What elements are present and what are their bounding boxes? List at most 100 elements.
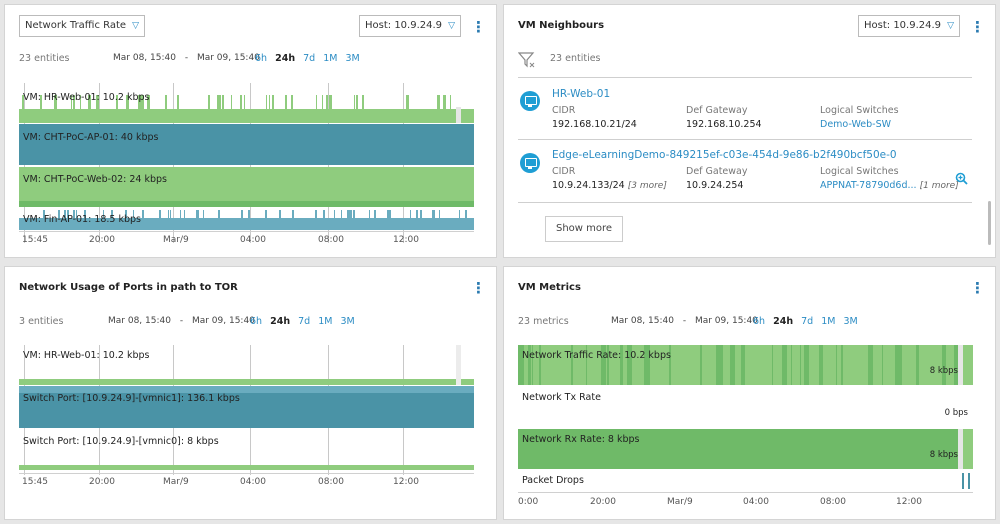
neighbour-name[interactable]: Edge-eLearningDemo-849215ef-c03e-454d-9e… [552,149,897,161]
series-value: 8 kbps [929,450,958,460]
series-row-hr-web-01[interactable]: VM: HR-Web-01: 10.2 kbps [19,345,474,385]
more-options-icon[interactable]: ⋮ [471,279,486,297]
logical-switch-link[interactable]: APPNAT-78790d6d... [820,180,917,191]
metric-row-tx-rate[interactable]: Network Tx Rate 0 bps [518,387,973,427]
series-row-cht-poc-web-02[interactable]: VM: CHT-PoC-Web-02: 24 kbps [19,167,474,207]
activity-spike [269,95,270,109]
activity-spike [142,210,144,218]
range-6h[interactable]: 6h [255,53,268,64]
range-24h[interactable]: 24h [773,316,794,327]
range-3m[interactable]: 3M [345,53,360,64]
activity-spike [180,210,181,218]
divider [518,139,972,140]
show-more-button[interactable]: Show more [545,216,624,242]
series-row-cht-poc-ap-01[interactable]: VM: CHT-PoC-AP-01: 40 kbps [19,124,474,165]
time-range: Mar 08, 15:40 - Mar 09, 15:40 [108,316,255,326]
series-row-fin-ap-01[interactable]: VM: Fin-AP-01: 18.5 kbps [19,208,474,230]
activity-spike [248,210,250,218]
activity-spike [272,95,274,109]
activity-spike [716,345,721,385]
activity-spike [241,210,243,218]
range-end: Mar 09, 15:40 [694,316,758,326]
host-dropdown-label: Host: 10.9.24.9 [365,20,443,31]
activity-spike [159,210,161,218]
range-7d[interactable]: 7d [298,316,311,327]
more-options-icon[interactable]: ⋮ [471,18,486,36]
time-range: Mar 08, 15:40 - Mar 09, 15:40 [113,53,260,63]
activity-spike [420,210,422,218]
series-row-vmnic0[interactable]: Switch Port: [10.9.24.9]-[vmnic0]: 8 kbp… [19,429,474,471]
host-dropdown[interactable]: Host: 10.9.24.9 ▽ [858,15,961,37]
zoom-in-icon[interactable] [955,172,968,185]
panel-title: VM Neighbours [518,20,605,31]
activity-spike [841,345,843,385]
logical-switches-header: Logical Switches [820,105,899,116]
activity-spike [406,95,409,109]
neighbour-name[interactable]: HR-Web-01 [552,88,611,100]
series-gap [958,429,963,469]
series-row-hr-web-01[interactable]: VM: HR-Web-01: 10.2 kbps [19,85,474,123]
activity-spike [231,95,232,109]
logical-switch-link[interactable]: Demo-Web-SW [820,119,892,130]
panel-title: VM Metrics [518,282,581,293]
range-24h[interactable]: 24h [275,53,296,64]
metric-row-traffic-rate[interactable]: Network Traffic Rate: 10.2 kbps 8 kbps [518,345,973,385]
activity-spike [54,95,57,109]
metric-dropdown[interactable]: Network Traffic Rate ▽ [19,15,146,37]
vm-neighbours-panel: VM Neighbours Host: 10.9.24.9 ▽ ⋮ 23 ent… [503,4,996,258]
series-value: 8 kbps [929,366,958,376]
port-usage-panel: Network Usage of Ports in path to TOR ⋮ … [4,266,497,520]
activity-spike [730,345,735,385]
logical-switch-value: APPNAT-78790d6d... [1 more] [820,180,959,191]
range-6h[interactable]: 6h [753,316,766,327]
activity-spike [819,345,823,385]
activity-spike [644,345,645,385]
range-6h[interactable]: 6h [250,316,263,327]
cidr-header: CIDR [552,166,576,177]
range-1m[interactable]: 1M [323,53,338,64]
range-1m[interactable]: 1M [318,316,333,327]
range-7d[interactable]: 7d [801,316,814,327]
scrollbar[interactable] [988,201,991,245]
activity-spike [80,95,81,109]
activity-spike [147,95,150,109]
activity-spike [627,345,632,385]
metric-row-packet-drops[interactable]: Packet Drops [518,471,973,491]
more-options-icon[interactable]: ⋮ [970,279,985,297]
activity-spike [126,210,127,218]
series-row-vmnic1[interactable]: Switch Port: [10.9.24.9]-[vmnic1]: 136.1… [19,386,474,428]
activity-spike [138,95,139,109]
range-1m[interactable]: 1M [821,316,836,327]
activity-spike [895,345,900,385]
ls-more[interactable]: [1 more] [919,181,959,191]
neighbour-item: HR-Web-01 CIDR 192.168.10.21/24 Def Gate… [518,85,990,137]
range-7d[interactable]: 7d [303,53,316,64]
cidr-more[interactable]: [3 more] [627,181,667,191]
x-tick-label: Mar/9 [163,235,189,245]
range-24h[interactable]: 24h [270,316,291,327]
activity-spike [439,210,440,218]
x-tick-label: 15:45 [22,235,48,245]
metric-row-rx-rate[interactable]: Network Rx Rate: 8 kbps 8 kbps [518,429,973,469]
activity-spike [369,210,370,218]
range-3m[interactable]: 3M [340,316,355,327]
activity-spike [362,95,364,109]
x-tick-label: 04:00 [240,477,266,487]
series-label: Network Tx Rate [522,392,601,403]
series-label: Network Traffic Rate: 10.2 kbps [522,350,671,361]
activity-spike [240,95,242,109]
cidr-value: 10.9.24.133/24 [3 more] [552,180,667,191]
activity-spike [316,210,317,218]
series-bar [19,218,474,230]
activity-spike [279,210,281,218]
x-tick-label: 15:45 [22,477,48,487]
activity-spike [323,210,325,218]
more-options-icon[interactable]: ⋮ [970,18,985,36]
activity-spike [222,95,224,109]
activity-spike [917,345,918,385]
activity-spike [520,345,524,385]
activity-spike [43,210,45,218]
host-dropdown[interactable]: Host: 10.9.24.9 ▽ [359,15,462,37]
filter-icon[interactable] [518,51,536,69]
range-3m[interactable]: 3M [843,316,858,327]
